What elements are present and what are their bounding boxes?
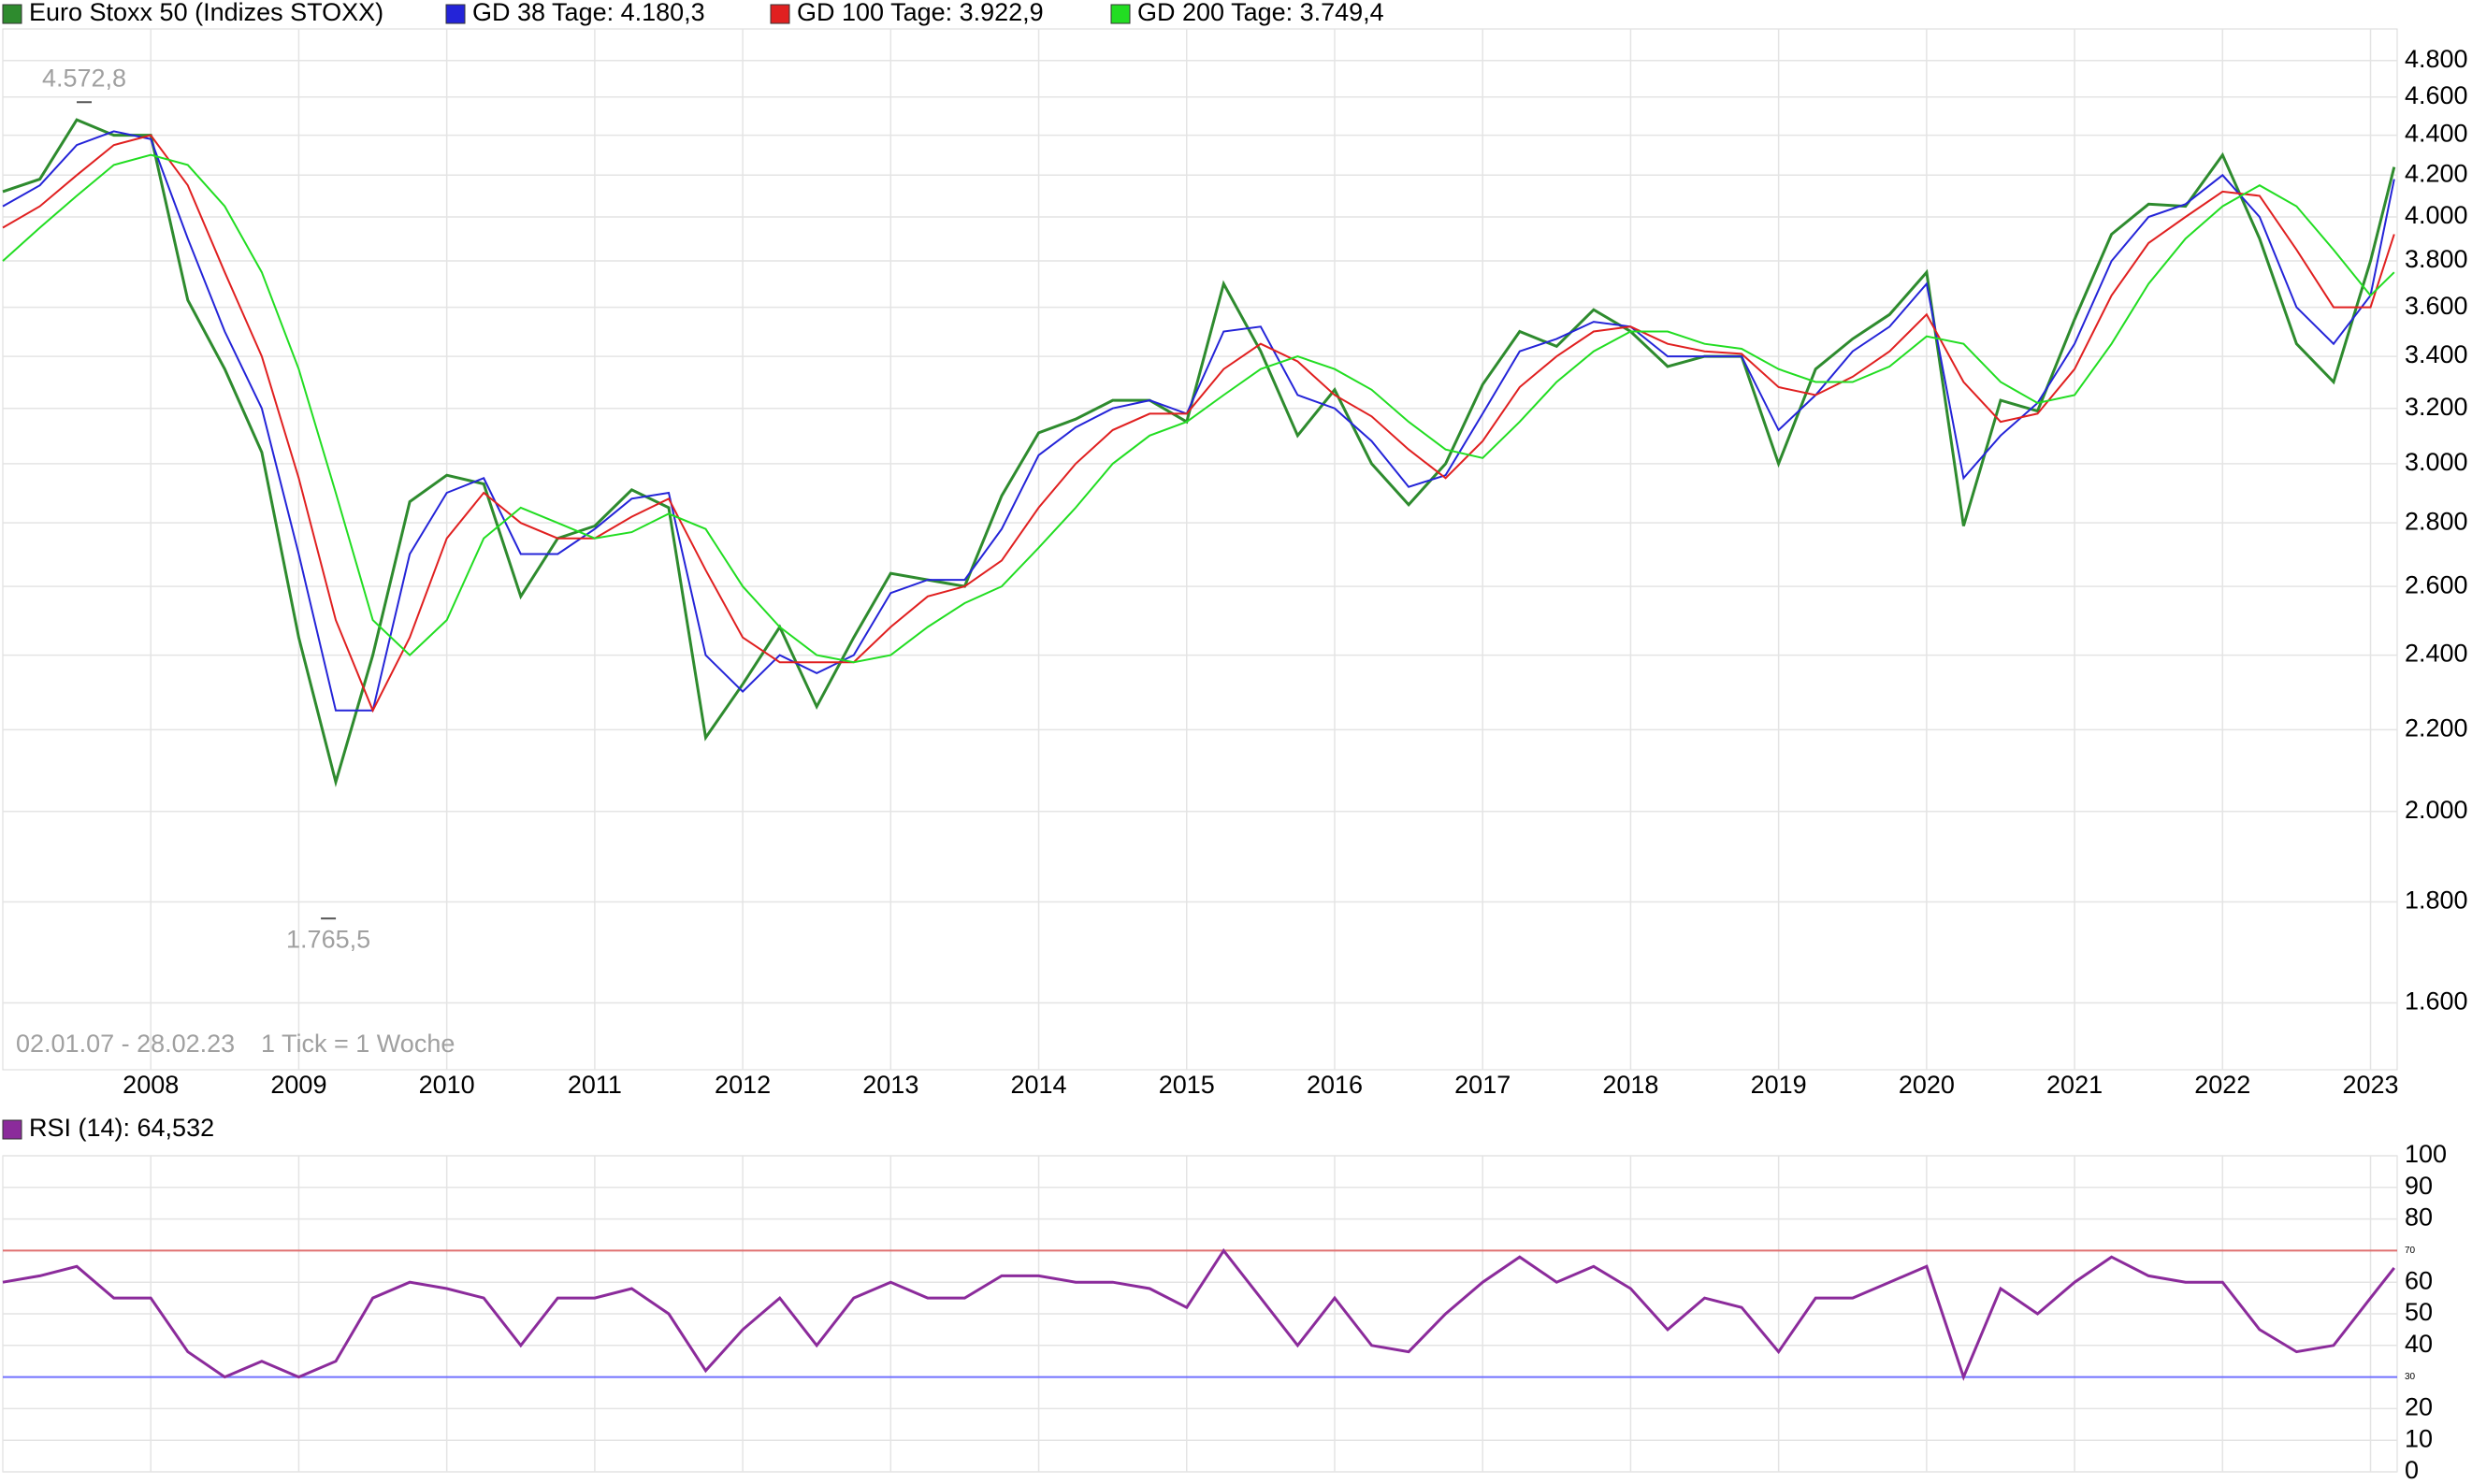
y-tick-label: 3.600 xyxy=(2405,292,2468,320)
y-tick-label: 90 xyxy=(2405,1172,2433,1200)
y-tick-label: 100 xyxy=(2405,1140,2447,1168)
legend-label: RSI (14): 64,532 xyxy=(29,1114,214,1142)
y-tick-label: 2.800 xyxy=(2405,507,2468,535)
legend-swatch xyxy=(770,4,790,24)
y-tick-label: 4.800 xyxy=(2405,45,2468,73)
x-tick-label: 2013 xyxy=(862,1071,918,1099)
series-line xyxy=(2,130,2395,712)
y-tick-label: 3.200 xyxy=(2405,393,2468,421)
legend-swatch xyxy=(1110,4,1131,24)
x-tick-label: 2022 xyxy=(2194,1071,2250,1099)
x-tick-label: 2011 xyxy=(568,1071,622,1099)
legend-swatch xyxy=(2,4,22,24)
legend-label: GD 38 Tage: 4.180,3 xyxy=(472,0,705,26)
x-tick-label: 2010 xyxy=(419,1071,475,1099)
y-tick-label: 4.400 xyxy=(2405,120,2468,148)
x-tick-label: 2018 xyxy=(1602,1071,1658,1099)
y-tick-label: 2.200 xyxy=(2405,714,2468,742)
reference-label: 70 xyxy=(2405,1246,2416,1256)
y-tick-label: 4.000 xyxy=(2405,201,2468,229)
y-tick-label: 3.400 xyxy=(2405,340,2468,368)
legend-label: GD 100 Tage: 3.922,9 xyxy=(797,0,1044,26)
date-range: 02.01.07 - 28.02.23 xyxy=(16,1030,235,1058)
x-tick-label: 2008 xyxy=(123,1071,179,1099)
annotation: 4.572,8 xyxy=(42,64,126,92)
x-tick-label: 2015 xyxy=(1159,1071,1215,1099)
series-line xyxy=(2,1247,2395,1381)
legend-swatch xyxy=(445,4,466,24)
y-tick-label: 60 xyxy=(2405,1266,2433,1294)
x-tick-label: 2009 xyxy=(270,1071,326,1099)
legend-label: Euro Stoxx 50 (Indizes STOXX) xyxy=(29,0,383,26)
x-tick-label: 2016 xyxy=(1307,1071,1363,1099)
x-tick-label: 2014 xyxy=(1011,1071,1067,1099)
y-tick-label: 3.000 xyxy=(2405,448,2468,476)
legend-label: GD 200 Tage: 3.749,4 xyxy=(1137,0,1384,26)
series-line xyxy=(2,134,2395,713)
x-tick-label: 2019 xyxy=(1751,1071,1807,1099)
legend-swatch xyxy=(2,1119,22,1140)
note: 1 Tick = 1 Woche xyxy=(261,1030,455,1058)
y-tick-label: 2.000 xyxy=(2405,796,2468,824)
y-tick-label: 50 xyxy=(2405,1298,2433,1326)
y-tick-label: 2.600 xyxy=(2405,570,2468,598)
x-tick-label: 2020 xyxy=(1899,1071,1955,1099)
y-tick-label: 1.600 xyxy=(2405,987,2468,1016)
series-line xyxy=(2,153,2395,664)
x-tick-label: 2012 xyxy=(715,1071,771,1099)
y-tick-label: 0 xyxy=(2405,1456,2419,1484)
y-tick-label: 4.200 xyxy=(2405,159,2468,187)
x-tick-label: 2023 xyxy=(2342,1071,2398,1099)
y-tick-label: 3.800 xyxy=(2405,245,2468,273)
plot-frame xyxy=(2,28,2398,1071)
y-tick-label: 80 xyxy=(2405,1203,2433,1232)
y-tick-label: 10 xyxy=(2405,1424,2433,1452)
reference-label: 30 xyxy=(2405,1372,2416,1382)
y-tick-label: 2.400 xyxy=(2405,640,2468,668)
annotation: 1.765,5 xyxy=(286,925,370,953)
y-tick-label: 20 xyxy=(2405,1393,2433,1421)
x-tick-label: 2021 xyxy=(2046,1071,2103,1099)
y-tick-label: 1.800 xyxy=(2405,886,2468,915)
y-tick-label: 40 xyxy=(2405,1330,2433,1358)
series-line xyxy=(2,118,2396,787)
x-tick-label: 2017 xyxy=(1454,1071,1511,1099)
y-tick-label: 4.600 xyxy=(2405,81,2468,109)
